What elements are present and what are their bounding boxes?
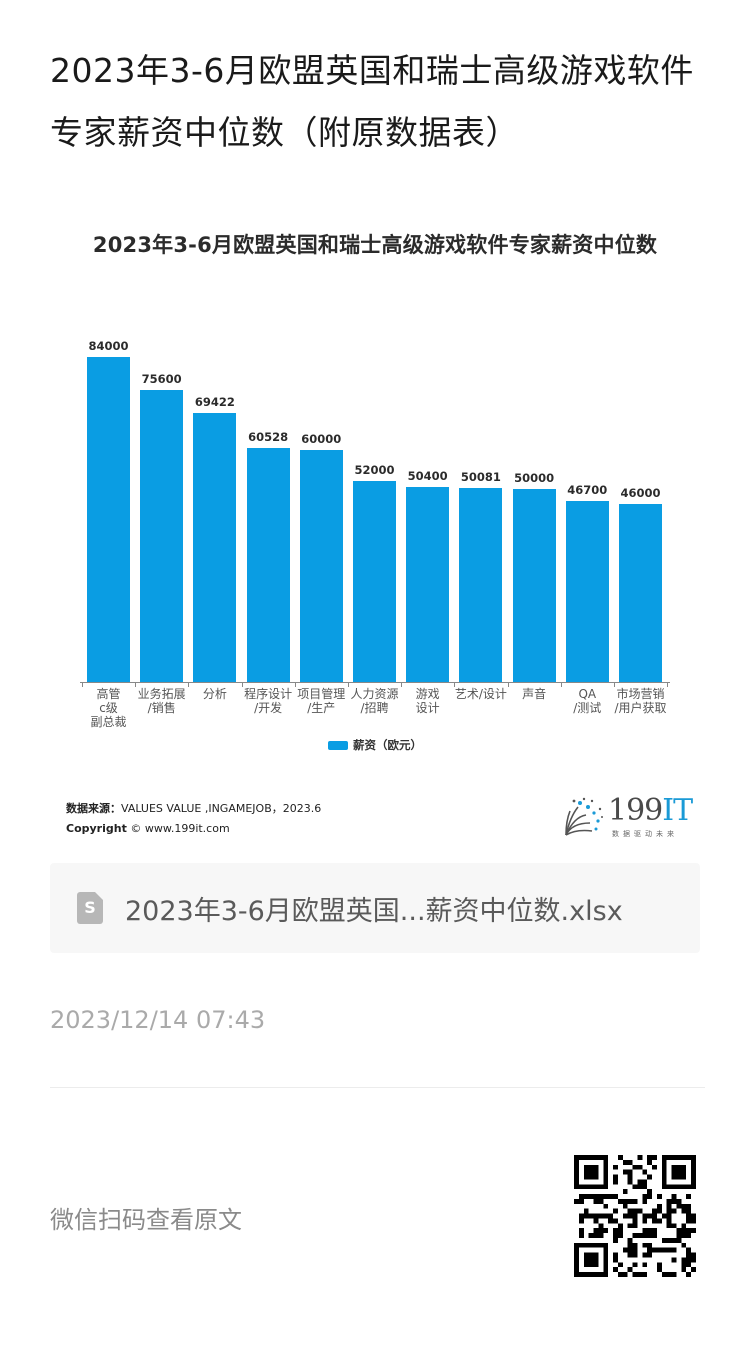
x-axis-category-label: 人力资源 /招聘 xyxy=(350,687,399,715)
chart-bar xyxy=(406,487,450,682)
x-axis-category-label: 艺术/设计 xyxy=(454,687,507,701)
chart-image: 2023年3-6月欧盟英国和瑞士高级游戏软件专家薪资中位数 薪资（欧元） 数据来… xyxy=(0,215,750,845)
bar-value-label: 75600 xyxy=(141,371,182,386)
legend-swatch xyxy=(328,740,348,750)
chart-bar xyxy=(193,413,237,682)
chart-title: 2023年3-6月欧盟英国和瑞士高级游戏软件专家薪资中位数 xyxy=(92,233,658,257)
source-text: VALUES VALUE ,INGAMEJOB，2023.6 xyxy=(121,802,322,815)
x-axis-tick xyxy=(560,682,562,687)
scan-to-view-label: 微信扫码查看原文 xyxy=(50,1206,242,1234)
x-axis-category-label: 分析 xyxy=(202,687,227,701)
bar-value-label: 69422 xyxy=(194,395,235,410)
bar-value-label: 50081 xyxy=(460,470,501,485)
x-axis-tick xyxy=(401,682,403,687)
x-axis-line xyxy=(80,682,670,683)
x-axis-category-label: QA /测试 xyxy=(573,687,602,715)
attachment-file-name: 2023年3-6月欧盟英国...薪资中位数.xlsx xyxy=(125,895,623,927)
spreadsheet-file-icon: S xyxy=(77,892,103,924)
bar-value-label: 60528 xyxy=(248,429,289,444)
bar-value-label: 52000 xyxy=(354,462,395,477)
x-axis-tick xyxy=(188,682,190,687)
qr-code-icon[interactable] xyxy=(573,1155,697,1277)
chart-bar xyxy=(87,357,130,682)
bar-value-label: 46000 xyxy=(620,486,661,501)
chart-legend: 薪资（欧元） xyxy=(328,737,422,753)
bar-value-label: 50400 xyxy=(407,469,448,483)
logo-main: 199 xyxy=(608,793,663,828)
logo-tagline: 数据驱动未来 xyxy=(612,830,678,838)
x-axis-tick xyxy=(454,682,456,687)
copyright-label: Copyright xyxy=(66,822,127,835)
x-axis-tick xyxy=(294,682,296,687)
source-label: 数据来源： xyxy=(66,802,121,815)
publish-timestamp: 2023/12/14 07:43 xyxy=(50,1006,266,1034)
chart-bar xyxy=(140,389,184,682)
chart-bar xyxy=(565,501,609,682)
legend-label: 薪资（欧元） xyxy=(353,738,422,752)
x-axis-category-label: 游戏 设计 xyxy=(415,687,440,715)
copyright-text: © www.199it.com xyxy=(130,822,230,835)
chart-bar xyxy=(619,504,662,682)
chart-bar xyxy=(299,449,343,682)
chart-bar xyxy=(353,480,396,682)
chart-bar xyxy=(246,447,290,682)
x-axis-tick xyxy=(135,682,137,687)
bar-value-label: 46700 xyxy=(567,483,608,498)
bar-value-label: 50000 xyxy=(514,470,555,485)
x-axis-category-label: 高管 c级 副总裁 xyxy=(90,687,127,729)
x-axis-tick xyxy=(614,682,615,687)
bar-value-label: 84000 xyxy=(88,339,129,353)
x-axis-category-label: 声音 xyxy=(522,687,547,701)
x-axis-category-label: 项目管理 /生产 xyxy=(297,687,346,715)
article-title: 2023年3-6月欧盟英国和瑞士高级游戏软件专家薪资中位数（附原数据表） xyxy=(50,51,694,152)
chart-source: 数据来源：VALUES VALUE ,INGAMEJOB，2023.6 Copy… xyxy=(66,799,321,839)
x-axis-category-label: 市场营销 /用户获取 xyxy=(614,687,667,715)
chart-bar xyxy=(459,488,503,682)
x-axis-tick xyxy=(348,682,349,687)
x-axis-tick xyxy=(82,682,83,687)
dandelion-logo-icon xyxy=(565,797,603,836)
x-axis-tick xyxy=(507,682,509,687)
bar-value-label: 60000 xyxy=(301,431,342,446)
chart-bar xyxy=(512,488,556,682)
x-axis-category-label: 业务拓展 /销售 xyxy=(137,687,186,715)
x-axis-category-label: 程序设计 /开发 xyxy=(244,687,293,715)
attachment-file-card[interactable]: S 2023年3-6月欧盟英国...薪资中位数.xlsx xyxy=(50,863,700,953)
x-axis-tick xyxy=(667,682,669,687)
199it-logo: 199IT 数据驱动未来 xyxy=(560,793,700,843)
x-axis-tick xyxy=(241,682,243,687)
logo-accent: IT xyxy=(662,793,693,828)
divider xyxy=(50,1087,705,1088)
